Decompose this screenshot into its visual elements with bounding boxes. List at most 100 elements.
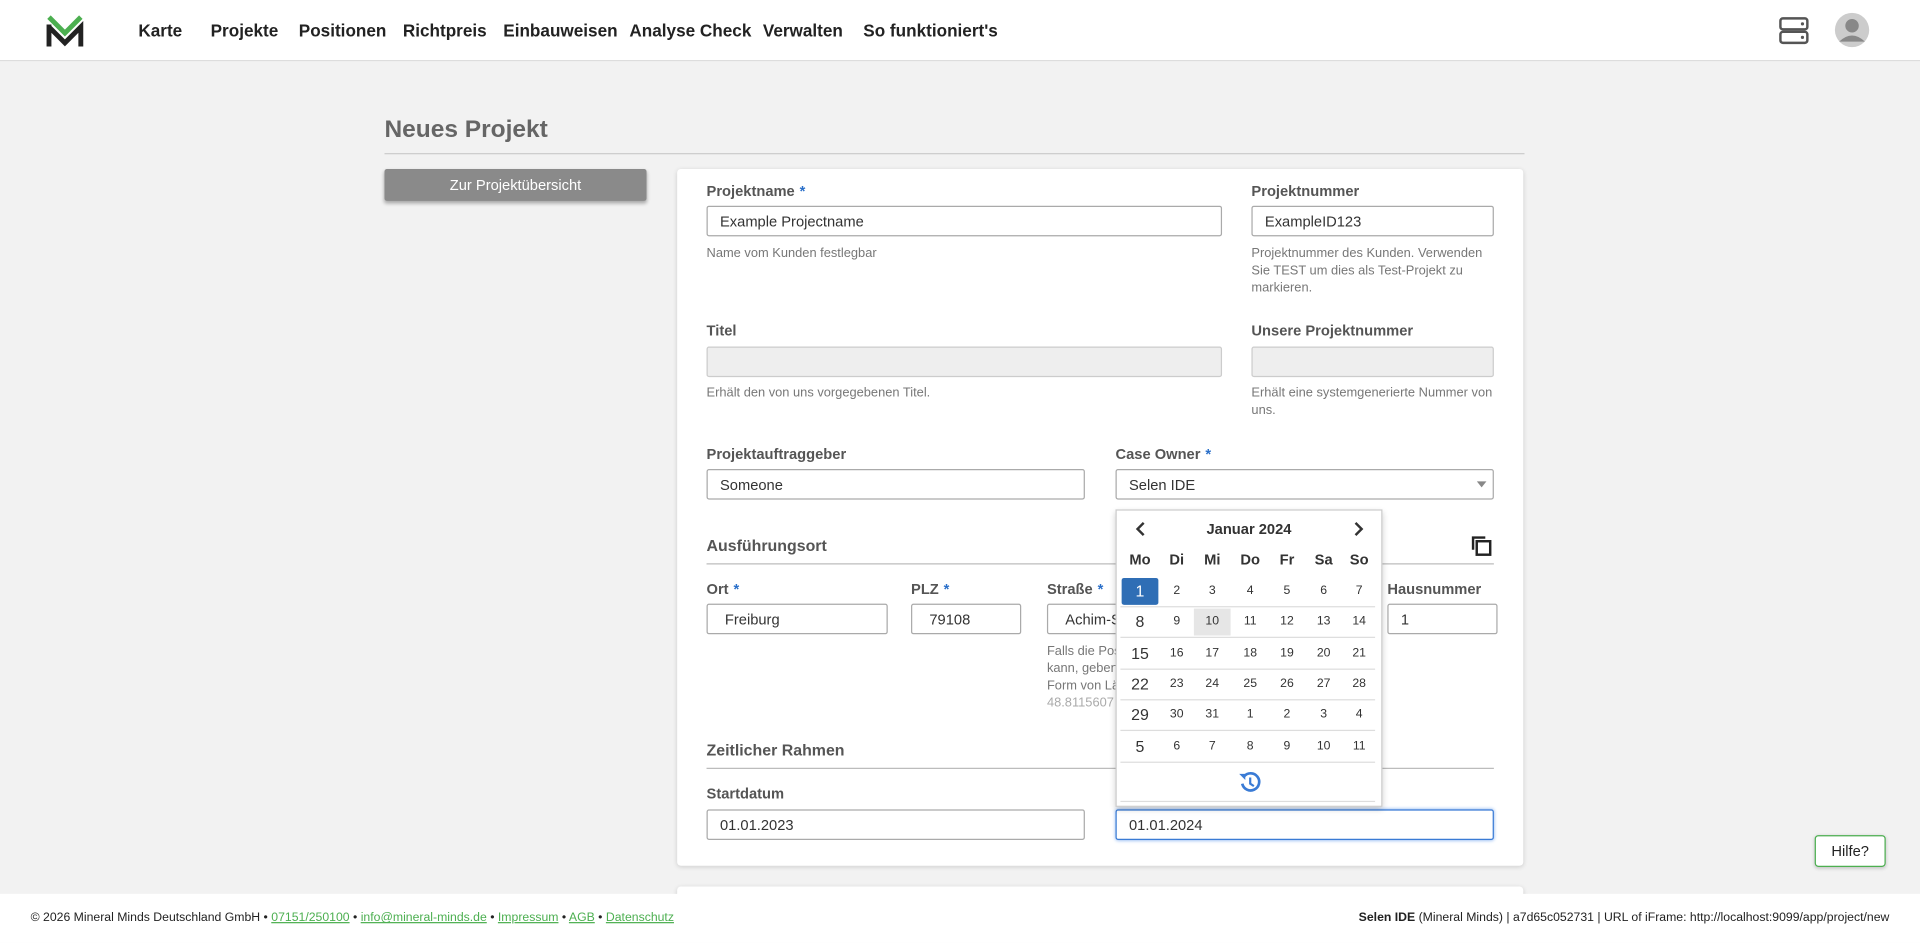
- hint-line: 48.8115607: [1046, 695, 1114, 711]
- day[interactable]: 1: [1246, 707, 1254, 722]
- day[interactable]: 4: [1246, 584, 1254, 598]
- label: Titel: [706, 322, 737, 340]
- day[interactable]: 7: [1355, 584, 1363, 598]
- footer-info: (Mineral Minds) | a7d65c052731 | URL of …: [1418, 911, 1890, 925]
- input[interactable]: 1: [1387, 603, 1498, 635]
- day[interactable]: 28: [1352, 677, 1366, 691]
- weekday: Mi: [1204, 551, 1221, 569]
- day[interactable]: 6: [1320, 584, 1328, 598]
- separator: •: [561, 911, 567, 925]
- nav-item[interactable]: Einbauweisen: [503, 20, 618, 41]
- day[interactable]: 20: [1316, 646, 1331, 660]
- footer-user: Selen IDE: [1358, 911, 1416, 925]
- input[interactable]: Freiburg: [706, 603, 888, 635]
- hint-line: Falls die Pos: [1046, 644, 1121, 659]
- day[interactable]: 19: [1280, 646, 1294, 660]
- input[interactable]: Someone: [706, 468, 1085, 500]
- copyright: © 2026 Mineral Minds Deutschland GmbH: [30, 911, 261, 925]
- day[interactable]: 4: [1355, 707, 1363, 722]
- weekday: Do: [1240, 551, 1261, 569]
- next-month[interactable]: [1353, 520, 1365, 537]
- row-separator: [1120, 637, 1376, 639]
- nav-item[interactable]: Richtpreis: [402, 20, 487, 41]
- section-title: Ausführungsort: [706, 536, 827, 555]
- select-caret: [1476, 481, 1487, 488]
- day[interactable]: 11: [1243, 615, 1257, 629]
- footer-link[interactable]: Datenschutz: [605, 911, 674, 925]
- day[interactable]: 3: [1320, 707, 1328, 722]
- row-separator: [1120, 668, 1376, 670]
- input[interactable]: ExampleID123: [1251, 205, 1494, 237]
- help-button[interactable]: Hilfe?: [1814, 835, 1886, 867]
- day[interactable]: 31: [1205, 707, 1220, 722]
- day[interactable]: 1: [1121, 577, 1159, 605]
- label: Startdatum: [706, 784, 785, 803]
- input[interactable]: Example Projectname: [706, 205, 1223, 237]
- day[interactable]: 14: [1352, 615, 1366, 629]
- day[interactable]: 29: [1131, 705, 1149, 724]
- section-title: Zeitlicher Rahmen: [706, 740, 845, 760]
- day[interactable]: 27: [1316, 677, 1331, 691]
- day[interactable]: 9: [1173, 615, 1181, 629]
- select[interactable]: Selen IDE: [1115, 468, 1494, 500]
- footer-link[interactable]: 07151/250100: [271, 911, 350, 925]
- day[interactable]: 10: [1316, 738, 1331, 753]
- day[interactable]: 21: [1352, 646, 1366, 660]
- day[interactable]: 17: [1205, 646, 1220, 660]
- label: Case Owner *: [1115, 445, 1212, 463]
- day[interactable]: 3: [1208, 584, 1216, 598]
- input-focused[interactable]: 01.01.2024: [1115, 809, 1494, 841]
- day[interactable]: 12: [1280, 615, 1294, 629]
- day[interactable]: 8: [1246, 738, 1254, 753]
- hint: Name vom Kunden festlegbar: [706, 246, 877, 261]
- today-button[interactable]: [1238, 770, 1262, 794]
- input[interactable]: 01.01.2023: [706, 809, 1085, 841]
- day[interactable]: 2: [1173, 584, 1181, 598]
- separator: •: [352, 911, 358, 925]
- day[interactable]: 7: [1208, 738, 1216, 753]
- top-bar: Karte Projekte Positionen Richtpreis Einbauw…: [0, 0, 1920, 62]
- input[interactable]: 79108: [911, 603, 1022, 635]
- day[interactable]: 2: [1283, 707, 1291, 722]
- day[interactable]: 26: [1280, 677, 1294, 691]
- day[interactable]: 10: [1193, 608, 1231, 636]
- nav-item[interactable]: Karte: [138, 20, 183, 41]
- day[interactable]: 5: [1283, 584, 1291, 598]
- day[interactable]: 9: [1283, 738, 1291, 753]
- day[interactable]: 5: [1135, 736, 1145, 755]
- day[interactable]: 25: [1243, 677, 1258, 691]
- day[interactable]: 13: [1316, 615, 1331, 629]
- copy-icon[interactable]: [1471, 535, 1493, 557]
- day[interactable]: 30: [1169, 707, 1184, 722]
- day[interactable]: 15: [1131, 643, 1149, 662]
- prev-month[interactable]: [1134, 520, 1146, 537]
- footer-link[interactable]: AGB: [568, 911, 595, 925]
- nav-item[interactable]: So funktioniert's: [863, 20, 998, 41]
- nav-item[interactable]: Analyse Check: [629, 20, 752, 41]
- nav-item[interactable]: Verwalten: [762, 20, 843, 41]
- hint: Falls die Pos kann, geben Form von Lä 48.81…: [1047, 643, 1121, 712]
- row-separator: [1120, 699, 1376, 701]
- nav-item[interactable]: Projekte: [210, 20, 279, 41]
- day[interactable]: 22: [1131, 674, 1149, 693]
- day[interactable]: 6: [1173, 738, 1181, 753]
- day[interactable]: 11: [1352, 738, 1366, 753]
- nav-item[interactable]: Positionen: [298, 20, 387, 41]
- day[interactable]: 18: [1243, 646, 1258, 660]
- label: Projektnummer: [1251, 182, 1360, 200]
- day[interactable]: 24: [1205, 677, 1220, 691]
- footer-left: © 2026 Mineral Minds Deutschland GmbH • …: [31, 911, 674, 924]
- logo[interactable]: [46, 12, 85, 49]
- footer-link[interactable]: Impressum: [497, 911, 559, 925]
- day[interactable]: 16: [1169, 646, 1184, 660]
- hint: Erhält den von uns vorgegebenen Titel.: [706, 385, 931, 401]
- day[interactable]: 8: [1135, 612, 1145, 631]
- avatar[interactable]: [1834, 12, 1870, 48]
- label: PLZ *: [911, 580, 950, 598]
- back-button[interactable]: Zur Projektübersicht: [384, 168, 647, 201]
- server-icon[interactable]: [1778, 15, 1810, 47]
- footer-link[interactable]: info@mineral-minds.de: [360, 911, 487, 925]
- weekday: Di: [1169, 551, 1185, 569]
- day[interactable]: 23: [1169, 677, 1184, 691]
- hint-line: Form von Lä: [1046, 678, 1120, 694]
